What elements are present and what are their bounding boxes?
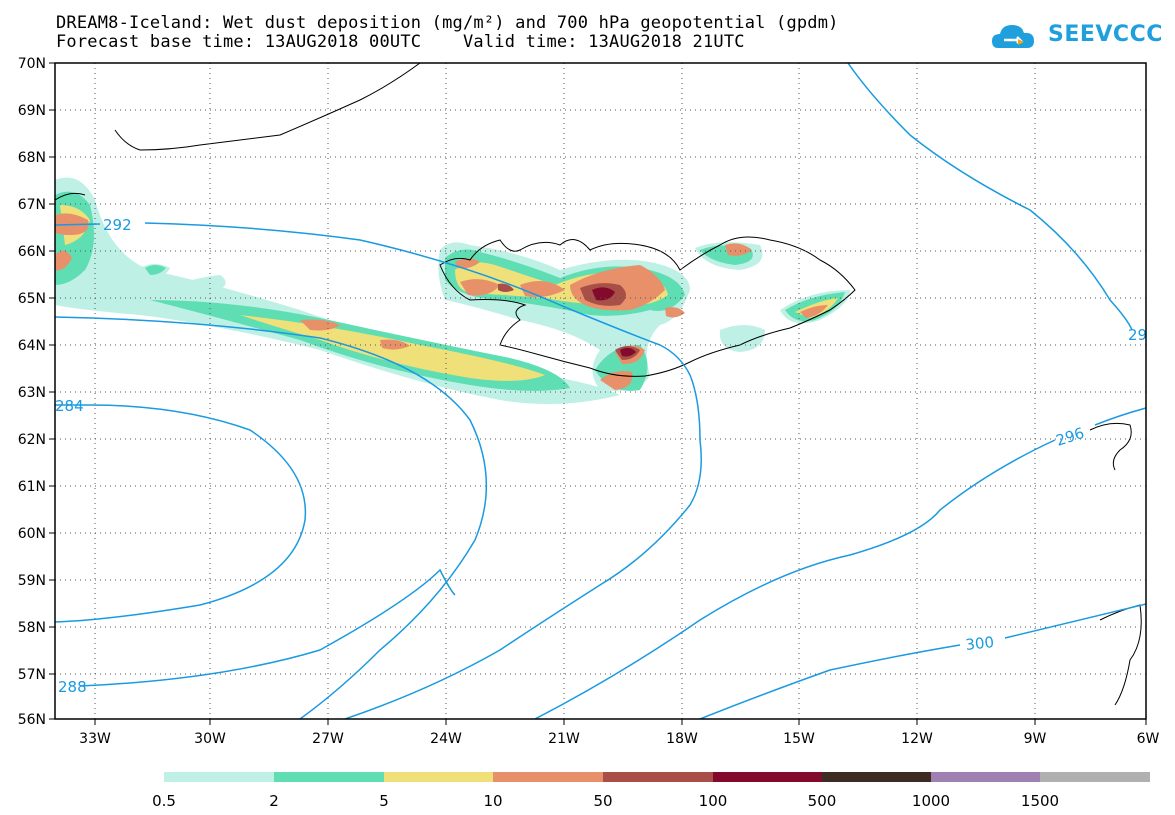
lon-label: 30W bbox=[194, 731, 226, 747]
tick-marks bbox=[49, 62, 1147, 725]
contour-labels: 292 284 288 296 300 29 bbox=[55, 216, 1147, 696]
legend-label: 50 bbox=[593, 792, 612, 810]
legend-swatch bbox=[164, 772, 274, 782]
dust-layer-100 bbox=[592, 287, 636, 357]
legend-label: 100 bbox=[699, 792, 728, 810]
lon-tick-labels: 33W 30W 27W 24W 21W 18W 15W 12W 9W 6W bbox=[79, 731, 1159, 747]
contour-label-288: 288 bbox=[58, 678, 87, 696]
legend-swatch bbox=[713, 772, 822, 782]
lat-label: 65N bbox=[18, 291, 46, 307]
lat-label: 61N bbox=[18, 479, 46, 495]
logo-text: SEEVCCC bbox=[1048, 22, 1163, 47]
lat-label: 60N bbox=[18, 526, 46, 542]
lon-label: 12W bbox=[901, 731, 933, 747]
map-frame bbox=[54, 62, 1147, 720]
lon-label: 9W bbox=[1024, 731, 1047, 747]
lat-label: 56N bbox=[18, 712, 46, 728]
lon-label: 27W bbox=[312, 731, 344, 747]
legend-swatch bbox=[493, 772, 603, 782]
lon-label: 33W bbox=[79, 731, 111, 747]
lat-label: 70N bbox=[18, 56, 46, 72]
contour-label-284: 284 bbox=[55, 397, 84, 415]
lon-label: 6W bbox=[1137, 731, 1160, 747]
lat-label: 69N bbox=[18, 103, 46, 119]
legend-swatch bbox=[1040, 772, 1150, 782]
legend-labels: 0.5 2 5 10 50 100 500 1000 1500 bbox=[152, 792, 1059, 810]
lon-label: 18W bbox=[666, 731, 698, 747]
legend-colorbar bbox=[164, 772, 1150, 782]
legend-label: 5 bbox=[379, 792, 389, 810]
contour-label-292: 292 bbox=[103, 216, 132, 234]
lat-label: 57N bbox=[18, 667, 46, 683]
legend-swatch bbox=[274, 772, 384, 782]
lat-label: 59N bbox=[18, 573, 46, 589]
lon-label: 21W bbox=[548, 731, 580, 747]
legend-swatch bbox=[384, 772, 493, 782]
chart-title: DREAM8-Iceland: Wet dust deposition (mg/… bbox=[56, 13, 839, 33]
geopotential-contours bbox=[55, 63, 1146, 719]
lat-label: 64N bbox=[18, 338, 46, 354]
lat-label: 63N bbox=[18, 385, 46, 401]
lat-label: 68N bbox=[18, 150, 46, 166]
legend-swatch bbox=[603, 772, 713, 782]
lat-label: 62N bbox=[18, 432, 46, 448]
lat-label: 67N bbox=[18, 197, 46, 213]
contour-label-29: 29 bbox=[1128, 326, 1147, 344]
legend-label: 1500 bbox=[1021, 792, 1059, 810]
lat-label: 66N bbox=[18, 244, 46, 260]
contour-label-300: 300 bbox=[965, 633, 995, 654]
legend-label: 1000 bbox=[912, 792, 950, 810]
legend-label: 10 bbox=[483, 792, 502, 810]
lon-label: 24W bbox=[430, 731, 462, 747]
lat-label: 58N bbox=[18, 620, 46, 636]
gridlines bbox=[55, 63, 1146, 719]
lat-tick-labels: 70N 69N 68N 67N 66N 65N 64N 63N 62N 61N … bbox=[18, 56, 46, 728]
legend-swatch bbox=[822, 772, 931, 782]
legend-swatch bbox=[931, 772, 1040, 782]
legend-label: 500 bbox=[808, 792, 837, 810]
lon-label: 15W bbox=[783, 731, 815, 747]
chart-subtitle: Forecast base time: 13AUG2018 00UTC Vali… bbox=[56, 32, 745, 52]
cloud-icon bbox=[992, 25, 1034, 48]
legend-label: 0.5 bbox=[152, 792, 176, 810]
legend-label: 2 bbox=[269, 792, 279, 810]
